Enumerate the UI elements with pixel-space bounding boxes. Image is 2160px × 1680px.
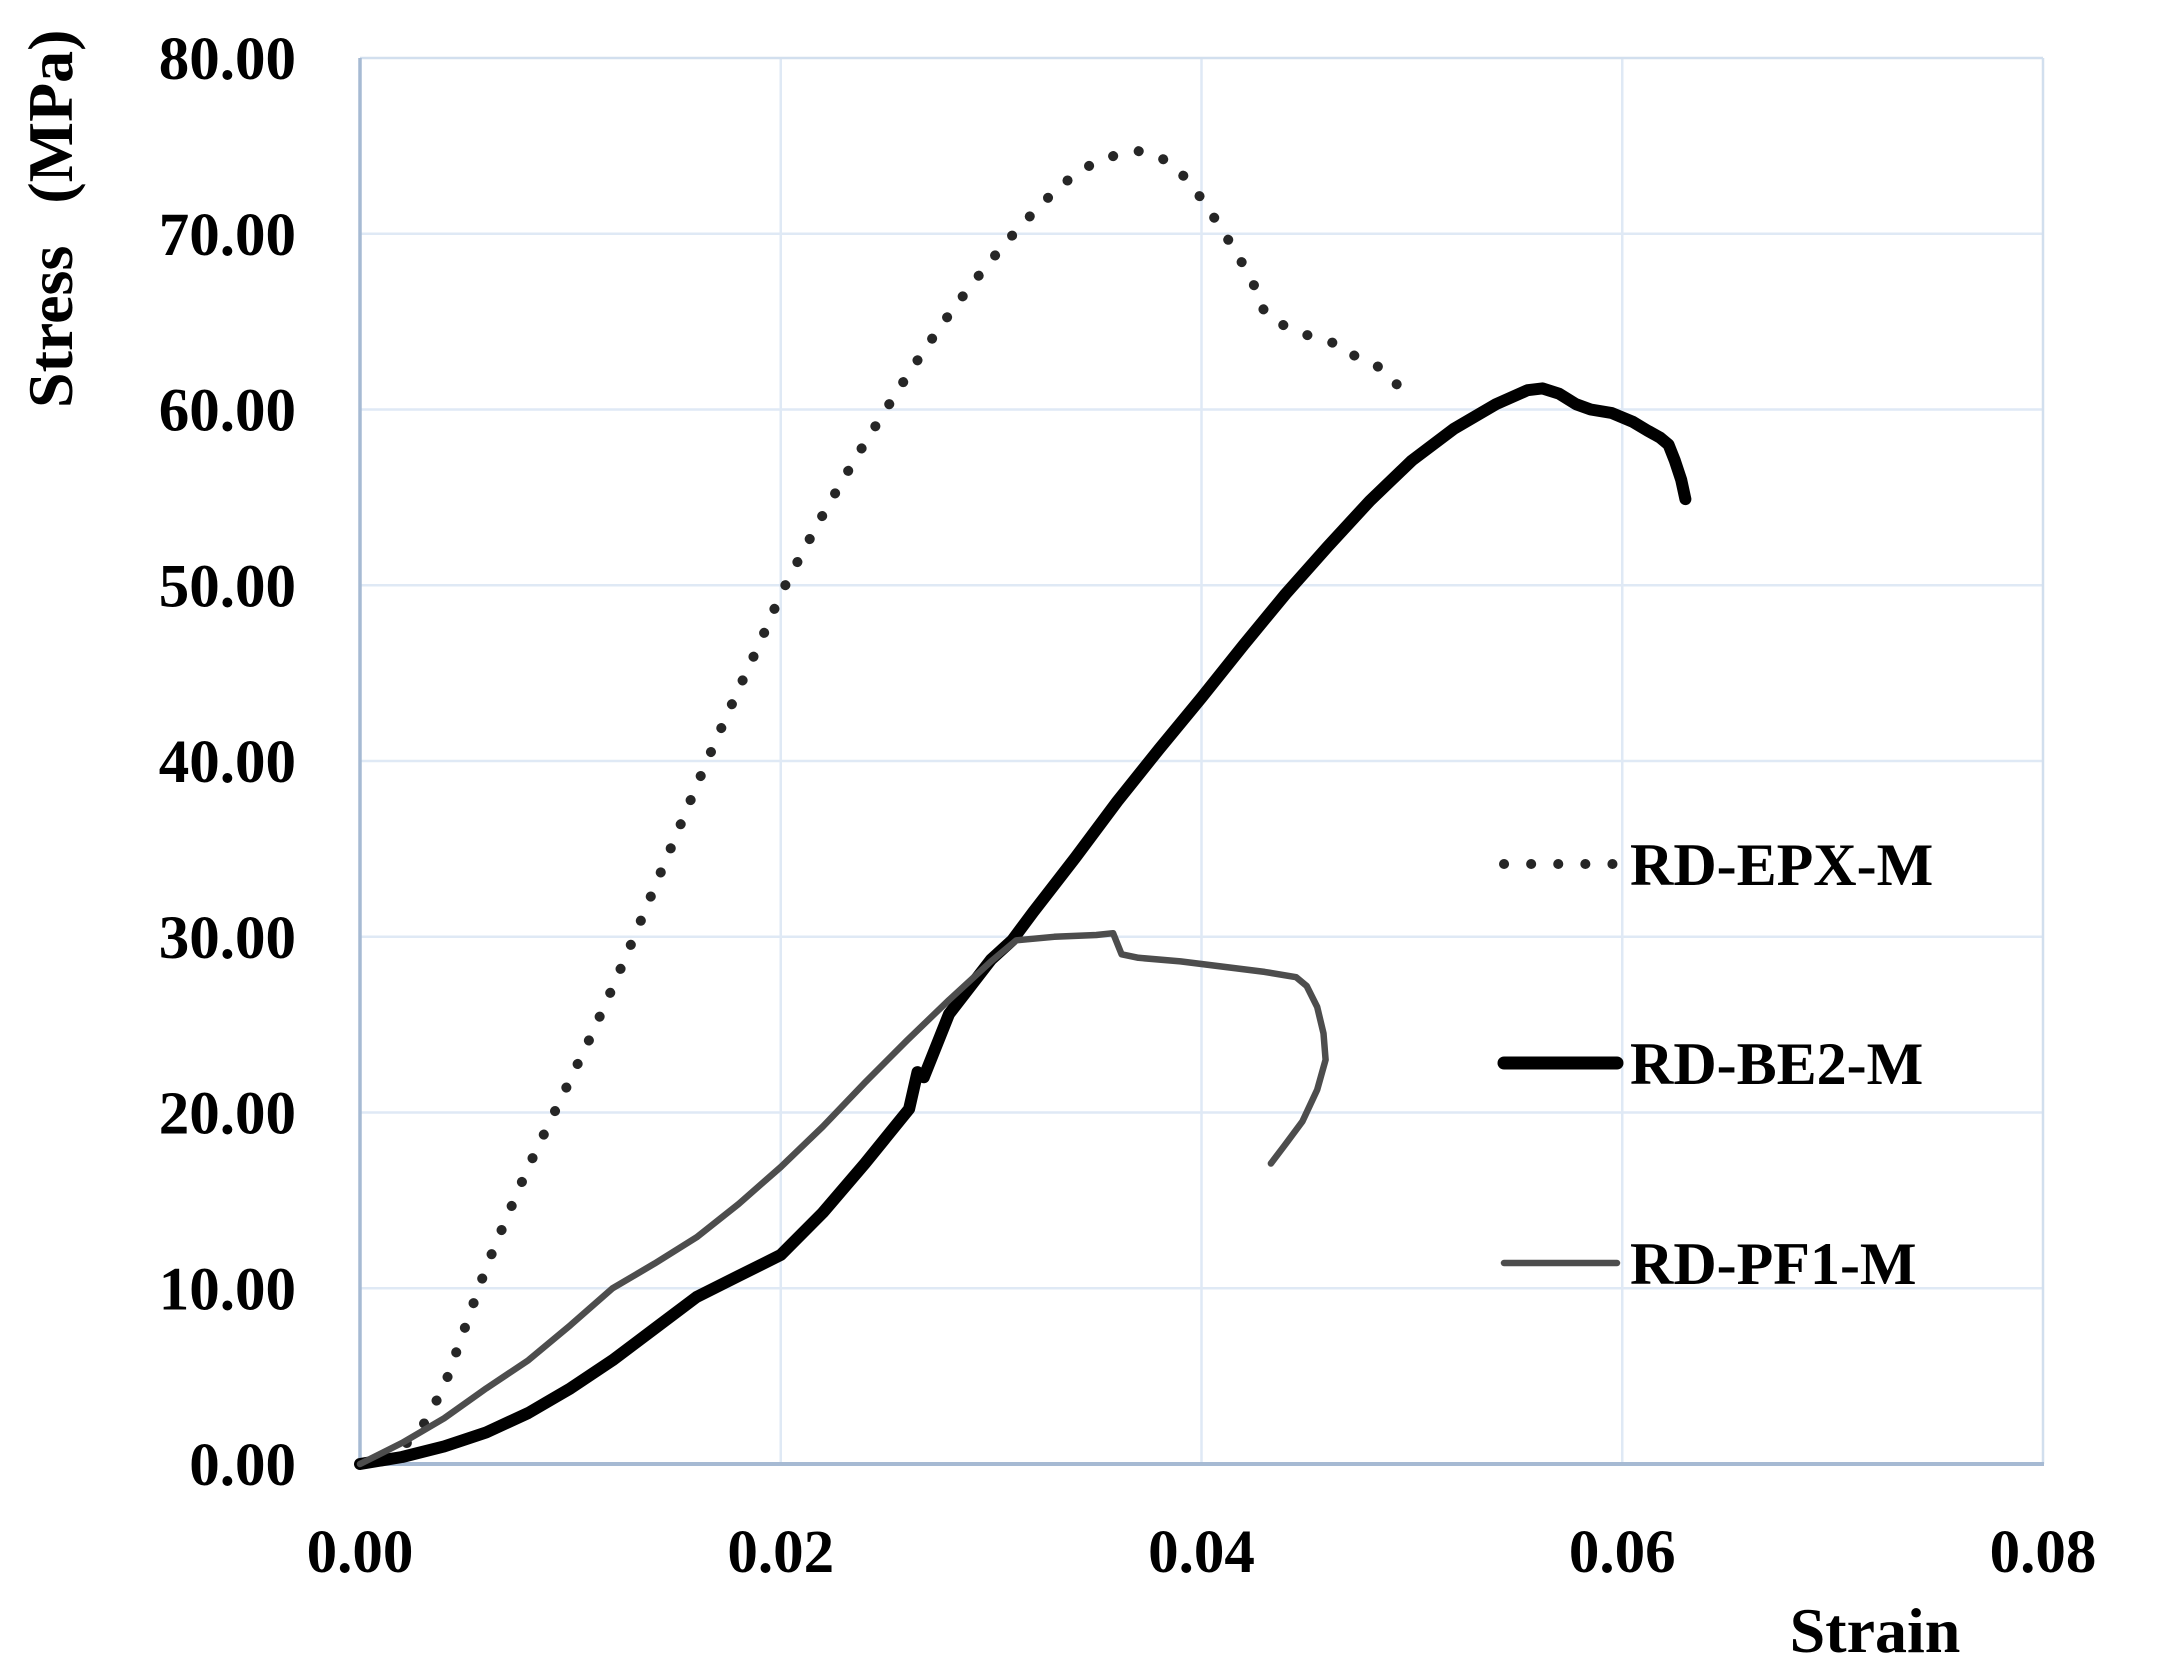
x-tick-label: 0.00 [307,1519,414,1586]
series-line-rd-be2-m [354,382,1692,1470]
y-tick-label: 10.00 [159,1256,296,1323]
x-axis-title: Strain [1790,1595,1961,1666]
x-tick-label: 0.08 [1990,1519,2097,1586]
x-tick-label: 0.04 [1148,1519,1255,1586]
legend-label-rd-pf1-m: RD-PF1-M [1630,1231,1917,1297]
y-axis-title: Stress (MPa) [15,30,86,409]
series-line-rd-epx-m [355,146,1407,1469]
x-tick-label: 0.06 [1569,1519,1676,1586]
y-tick-label: 80.00 [159,26,296,93]
y-axis-tick-labels: 0.00 10.00 20.00 30.00 40.00 50.00 60.00 70.00 8… [159,26,296,1499]
y-tick-label: 70.00 [159,202,296,269]
plot-border [357,56,2045,1466]
series-lines [354,146,1692,1470]
legend-label-rd-epx-m: RD-EPX-M [1630,832,1933,898]
series-line-rd-pf1-m [356,929,1329,1468]
x-axis-tick-labels: 0.00 0.02 0.04 0.06 0.08 [307,1519,2097,1586]
y-tick-label: 50.00 [159,553,296,620]
y-tick-label: 20.00 [159,1081,296,1148]
legend-label-rd-be2-m: RD-BE2-M [1630,1031,1923,1097]
y-tick-label: 0.00 [189,1432,296,1499]
x-tick-label: 0.02 [727,1519,834,1586]
gridlines [360,58,2043,1464]
y-tick-label: 60.00 [159,378,296,445]
y-tick-label: 30.00 [159,905,296,972]
y-tick-label: 40.00 [159,729,296,796]
legend: RD-EPX-M RD-BE2-M RD-PF1-M [1497,832,1933,1297]
